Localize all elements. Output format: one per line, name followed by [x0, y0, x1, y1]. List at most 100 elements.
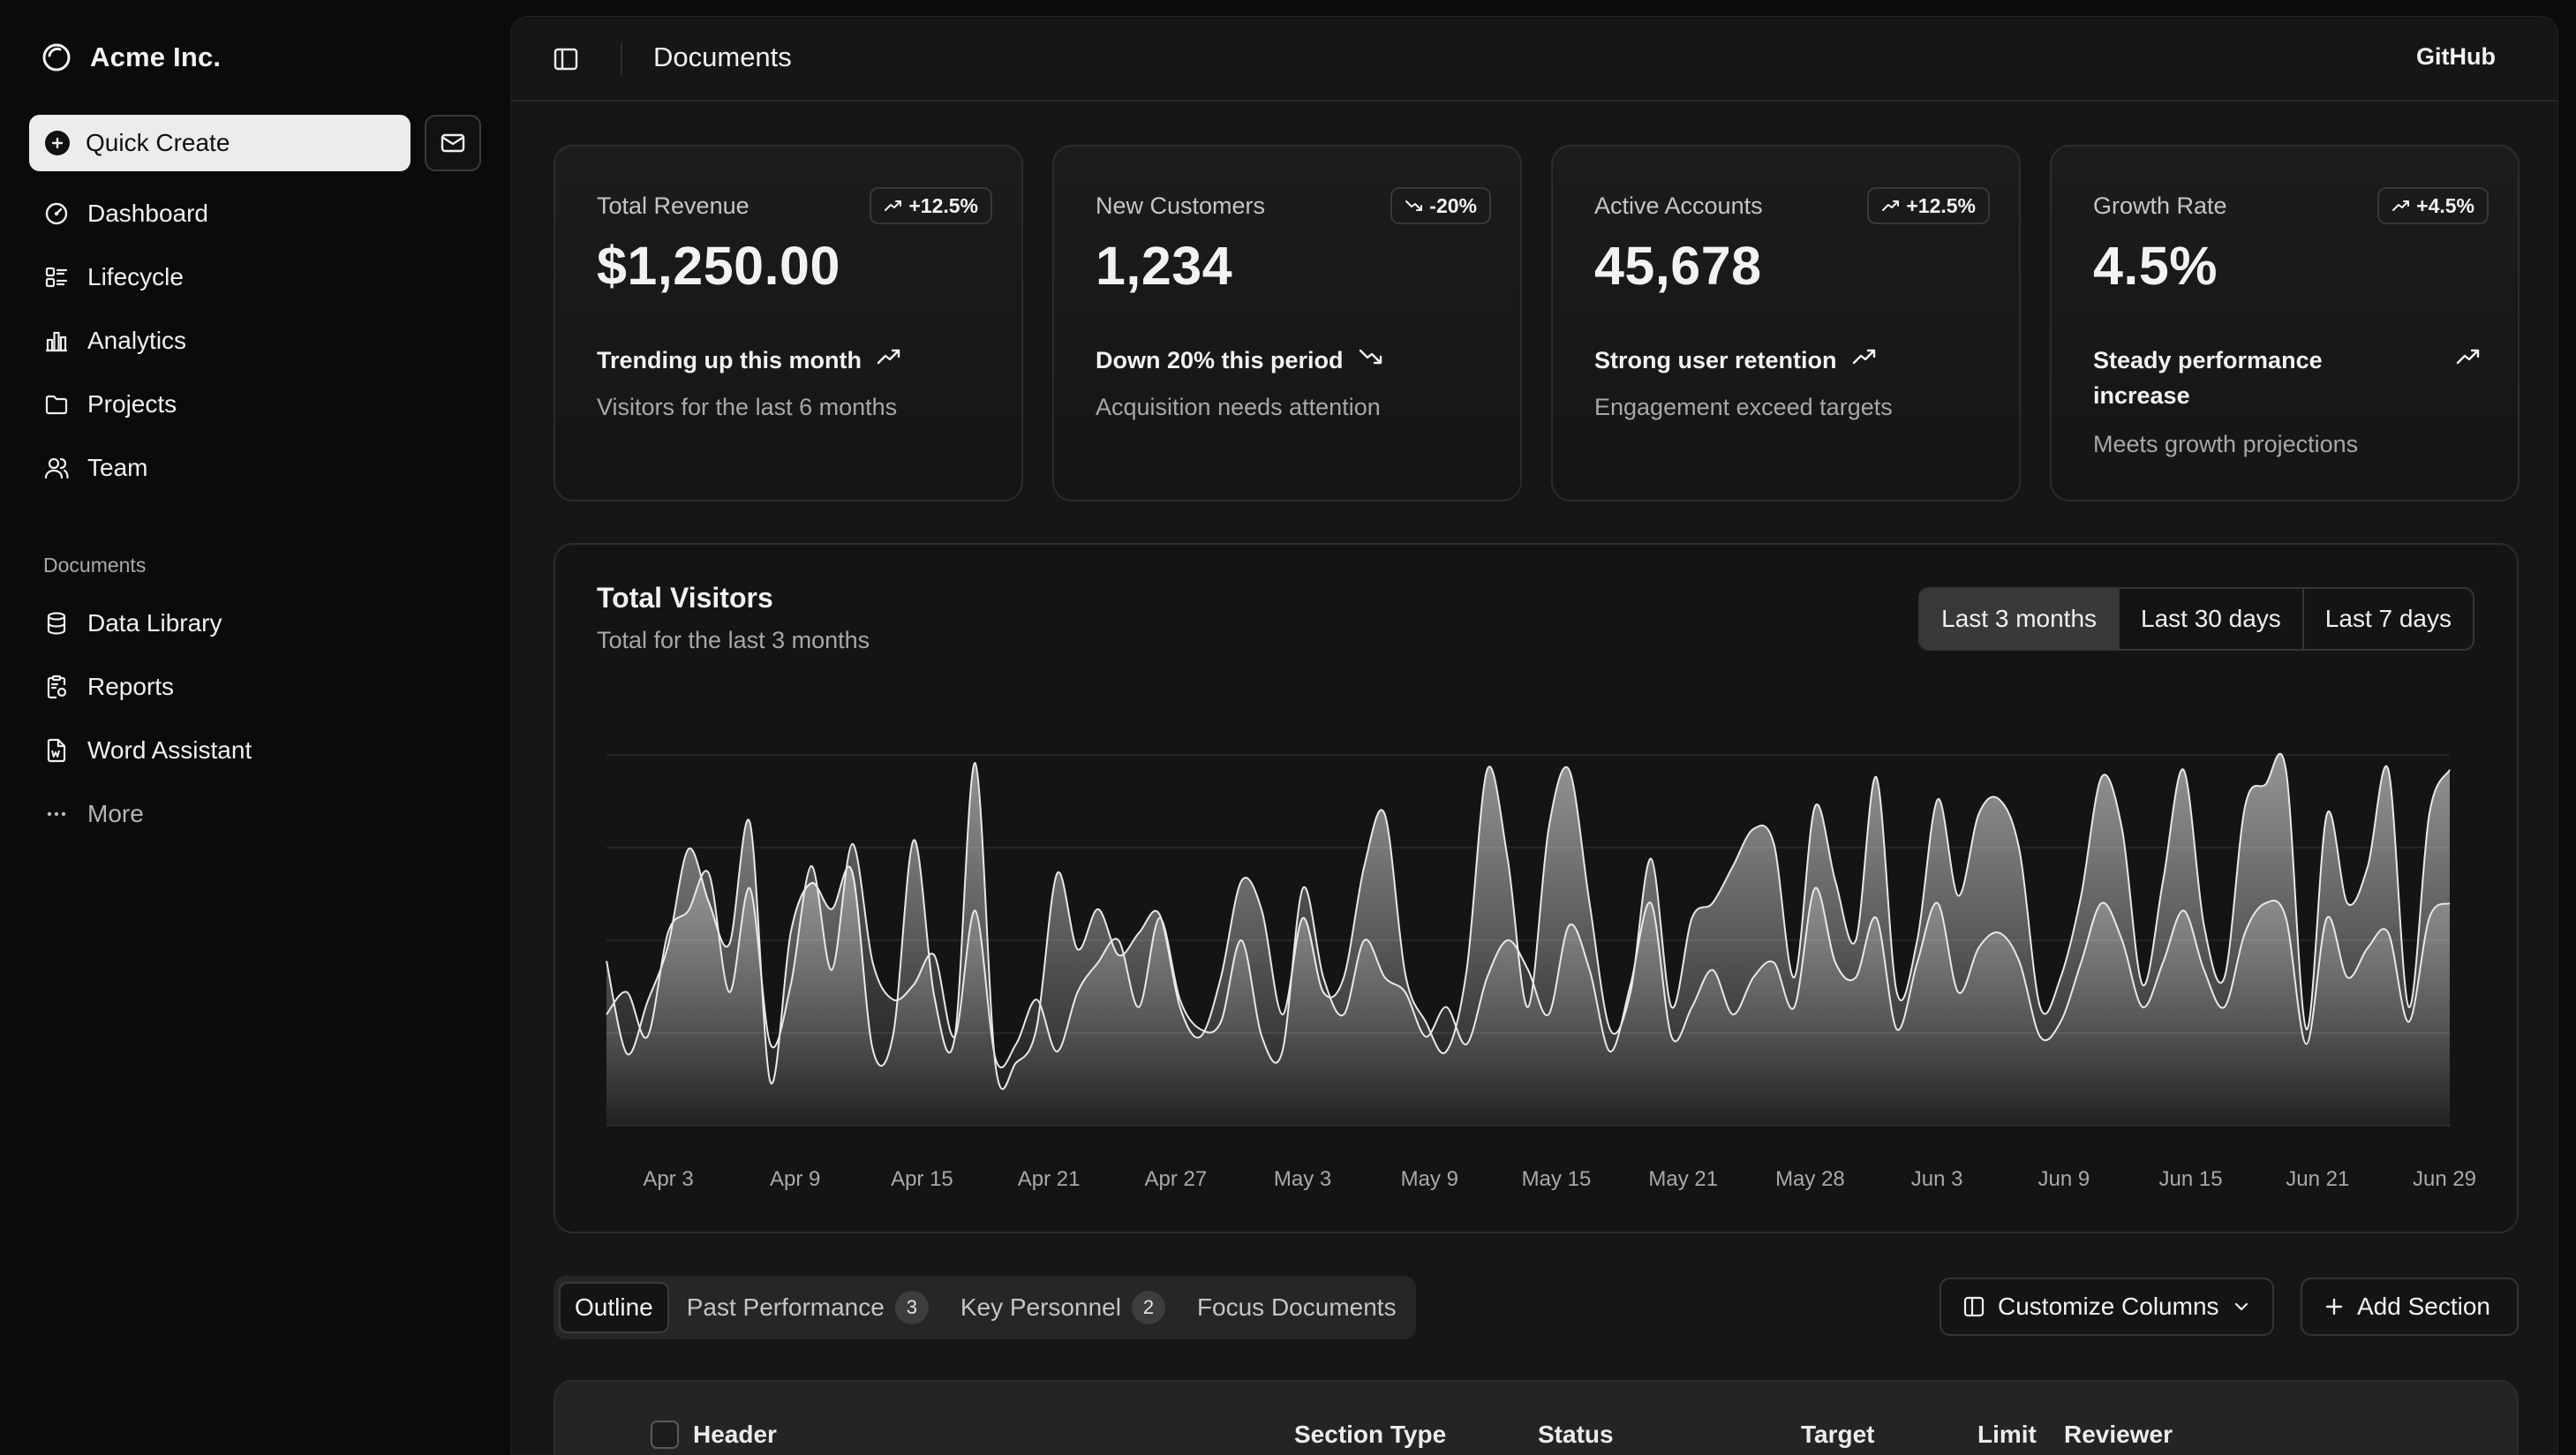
- card-title: Total Revenue: [597, 192, 749, 219]
- sidebar-item-label: Dashboard: [87, 200, 208, 227]
- brand-logo-icon: [42, 43, 71, 72]
- sidebar-item-label: Reports: [87, 673, 175, 700]
- page-title: Documents: [653, 41, 792, 72]
- tab-label: Focus Documents: [1196, 1293, 1397, 1321]
- chart-title: Total Visitors: [597, 582, 773, 614]
- range-last-3-months[interactable]: Last 3 months: [1920, 589, 2120, 649]
- chart-subtitle: Total for the last 3 months: [597, 627, 870, 653]
- trending-up-icon: [2392, 200, 2410, 211]
- sidebar-item-label: Lifecycle: [87, 263, 184, 290]
- dots-icon: [41, 799, 72, 829]
- sidebar-item-team[interactable]: Team: [29, 436, 481, 500]
- trend-badge: +12.5%: [870, 187, 992, 224]
- trending-up-icon: [2456, 349, 2480, 365]
- columns-icon: [1963, 1296, 1985, 1317]
- sidebar-item-label: Analytics: [87, 327, 187, 354]
- series-2-area: [606, 843, 2450, 1126]
- card-footer: Trending up this month: [597, 343, 978, 378]
- sidebar-item-word-assistant[interactable]: Word Assistant: [29, 719, 481, 782]
- sidebar-item-dashboard[interactable]: Dashboard: [29, 182, 481, 245]
- inbox-button[interactable]: [425, 115, 481, 171]
- sidebar-item-projects[interactable]: Projects: [29, 373, 481, 436]
- x-tick-label: Apr 27: [1144, 1167, 1207, 1191]
- sidebar-item-reports[interactable]: Reports: [29, 655, 481, 719]
- badge-value: +4.5%: [2416, 193, 2474, 217]
- column-header-status[interactable]: Status: [1538, 1421, 1614, 1448]
- sidebar-item-label: Word Assistant: [87, 736, 252, 764]
- trend-badge: +4.5%: [2377, 187, 2489, 224]
- x-tick-label: May 3: [1274, 1167, 1331, 1191]
- metric-card-new-customers: New Customers -20% 1,234 Down 20% this p…: [1052, 145, 1522, 501]
- file-word-icon: [41, 735, 72, 765]
- add-section-button[interactable]: Add Section: [2301, 1278, 2519, 1336]
- card-title: Growth Rate: [2093, 192, 2227, 219]
- sidebar-item-analytics[interactable]: Analytics: [29, 309, 481, 373]
- plus-icon: [2325, 1298, 2343, 1316]
- x-tick-label: Apr 3: [643, 1167, 693, 1191]
- documents-section-title: Documents: [43, 554, 147, 577]
- card-value: 1,234: [1096, 236, 1233, 296]
- x-tick-label: Jun 15: [2159, 1167, 2223, 1191]
- quick-create-label: Quick Create: [86, 129, 230, 156]
- quick-create-button[interactable]: Quick Create: [29, 115, 411, 171]
- tab-count-badge: 3: [894, 1291, 929, 1324]
- badge-value: +12.5%: [1906, 193, 1976, 217]
- tab-label: Key Personnel: [960, 1293, 1121, 1321]
- sidebar-toggle-button[interactable]: [550, 43, 582, 75]
- select-all-checkbox[interactable]: [651, 1421, 679, 1449]
- metric-card-growth-rate: Growth Rate +4.5% 4.5% Steady performanc…: [2050, 145, 2520, 501]
- x-tick-label: Apr 21: [1018, 1167, 1081, 1191]
- visitors-area-chart: Apr 3 Apr 9 Apr 15 Apr 21 Apr 27 May 3 May 9 Ma…: [606, 752, 2476, 1191]
- range-last-7-days[interactable]: Last 7 days: [2324, 605, 2452, 632]
- column-header-header[interactable]: Header: [693, 1421, 777, 1448]
- card-subtext: Engagement exceed targets: [1594, 394, 1893, 420]
- trending-up-icon: [877, 349, 900, 365]
- topbar-divider: [621, 43, 622, 75]
- card-value: $1,250.00: [597, 236, 840, 296]
- customize-columns-label: Customize Columns: [1998, 1293, 2219, 1320]
- tab-key-personnel[interactable]: Key Personnel 2: [946, 1282, 1179, 1333]
- sidebar-item-data-library[interactable]: Data Library: [29, 592, 481, 655]
- github-link[interactable]: GitHub: [2416, 43, 2496, 70]
- card-value: 4.5%: [2093, 236, 2218, 296]
- card-footer: Down 20% this period: [1096, 343, 1477, 378]
- card-footer-text: Trending up this month: [597, 347, 862, 373]
- column-header-limit[interactable]: Limit: [1977, 1421, 2037, 1448]
- database-icon: [41, 608, 72, 638]
- main-panel: Documents GitHub Total Revenue +12.5% $1…: [510, 16, 2558, 1455]
- sidebar-item-lifecycle[interactable]: Lifecycle: [29, 245, 481, 309]
- badge-value: -20%: [1429, 193, 1477, 217]
- tab-focus-documents[interactable]: Focus Documents: [1183, 1282, 1411, 1333]
- x-tick-label: May 15: [1522, 1167, 1592, 1191]
- trending-up-icon: [1882, 200, 1900, 211]
- tab-past-performance[interactable]: Past Performance 3: [673, 1282, 943, 1333]
- topbar: Documents GitHub: [511, 17, 2557, 102]
- series-2-line: [606, 842, 2451, 1068]
- x-tick-label: Jun 3: [1911, 1167, 1963, 1191]
- add-section-label: Add Section: [2357, 1293, 2490, 1320]
- sidebar-item-more[interactable]: More: [29, 782, 481, 846]
- x-tick-label: Jun 29: [2413, 1167, 2476, 1191]
- mail-icon: [441, 133, 465, 153]
- chart-bar-icon: [41, 326, 72, 356]
- card-subtext: Acquisition needs attention: [1096, 394, 1381, 420]
- column-header-reviewer[interactable]: Reviewer: [2064, 1421, 2173, 1448]
- column-header-section-type[interactable]: Section Type: [1294, 1421, 1447, 1448]
- card-footer-text: Steady performance increase: [2093, 347, 2323, 409]
- brand[interactable]: Acme Inc.: [41, 39, 221, 76]
- x-tick-label: May 9: [1401, 1167, 1458, 1191]
- tab-label: Past Performance: [686, 1293, 885, 1321]
- column-header-target[interactable]: Target: [1801, 1421, 1875, 1448]
- trend-badge: -20%: [1390, 187, 1491, 224]
- tab-outline[interactable]: Outline: [559, 1282, 669, 1333]
- tab-label: Outline: [575, 1293, 653, 1321]
- metric-card-total-revenue: Total Revenue +12.5% $1,250.00 Trending …: [554, 145, 1023, 501]
- time-range-toggle: Last 3 months Last 30 days Last 7 days: [1918, 587, 2474, 651]
- section-tabs: Outline Past Performance 3 Key Personnel…: [554, 1276, 1416, 1339]
- series-1-line: [606, 752, 2451, 1090]
- card-subtext: Visitors for the last 6 months: [597, 394, 898, 420]
- sidebar-item-label: Team: [87, 454, 148, 481]
- plus-circle-icon: [45, 131, 70, 155]
- customize-columns-button[interactable]: Customize Columns: [1940, 1278, 2274, 1336]
- range-last-30-days[interactable]: Last 30 days: [2120, 589, 2304, 649]
